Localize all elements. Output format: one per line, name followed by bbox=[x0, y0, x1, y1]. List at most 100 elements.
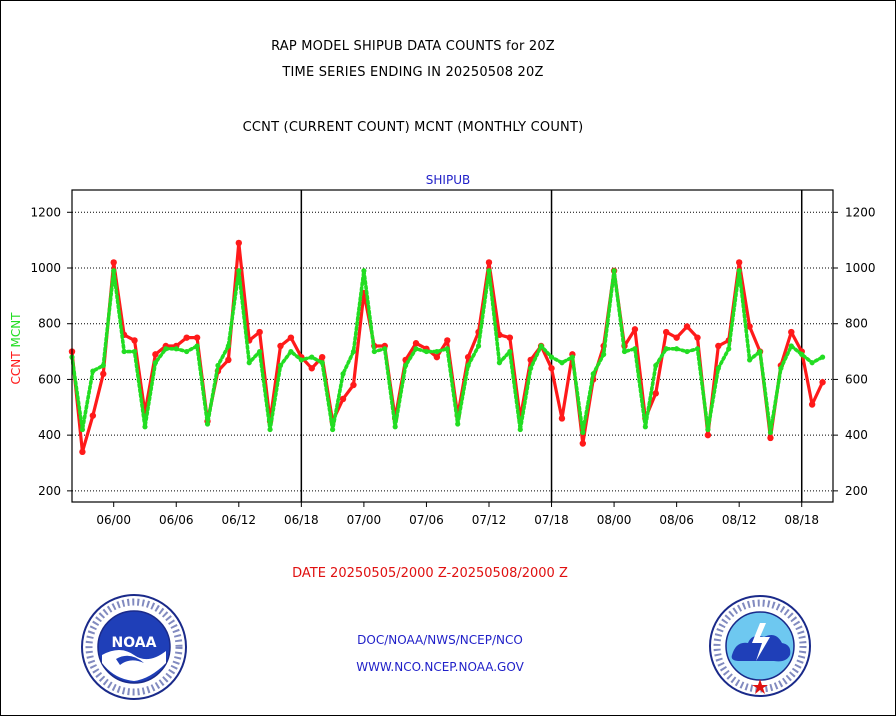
data-point-mcnt bbox=[184, 348, 190, 355]
data-point-mcnt bbox=[747, 357, 753, 363]
day-boundary-layer bbox=[300, 190, 803, 502]
data-point-mcnt bbox=[465, 362, 471, 369]
data-point-mcnt bbox=[319, 360, 325, 366]
noaa-logo-text: NOAA bbox=[112, 635, 157, 651]
data-point-ccnt bbox=[193, 334, 201, 341]
y-tick-label-left: 400 bbox=[38, 428, 61, 442]
data-point-mcnt bbox=[194, 343, 200, 349]
x-tick-label: 07/18 bbox=[534, 513, 569, 527]
data-point-mcnt bbox=[767, 429, 774, 435]
noaa-logo: NOAA bbox=[81, 594, 187, 700]
data-point-mcnt bbox=[298, 357, 304, 363]
data-point-ccnt bbox=[819, 379, 826, 386]
data-point-ccnt bbox=[433, 353, 441, 361]
data-point-mcnt bbox=[100, 362, 106, 369]
date-range-label: DATE 20250505/2000 Z-20250508/2000 Z bbox=[292, 566, 568, 581]
data-point-mcnt bbox=[778, 365, 784, 371]
data-point-mcnt bbox=[173, 346, 179, 352]
y-axis-label-ccnt: CCNT bbox=[9, 351, 23, 385]
y-tick-label-left: 1000 bbox=[30, 261, 61, 275]
legend-description: CCNT (CURRENT COUNT) MCNT (MONTHLY COUNT… bbox=[242, 120, 584, 135]
data-point-ccnt bbox=[673, 334, 680, 341]
website-label: WWW.NCO.NCEP.NOAA.GOV bbox=[356, 660, 524, 674]
agency-label: DOC/NOAA/NWS/NCEP/NCO bbox=[357, 633, 523, 647]
series-layer bbox=[68, 239, 826, 456]
data-point-ccnt bbox=[287, 334, 295, 341]
data-point-mcnt bbox=[684, 348, 690, 355]
data-point-mcnt bbox=[736, 268, 742, 274]
data-point-mcnt bbox=[632, 346, 638, 352]
data-point-mcnt bbox=[350, 348, 357, 355]
data-point-mcnt bbox=[559, 360, 565, 366]
data-point-mcnt bbox=[434, 348, 440, 355]
x-tick-label: 07/06 bbox=[409, 513, 444, 527]
data-point-mcnt bbox=[121, 348, 127, 355]
data-point-mcnt bbox=[413, 346, 419, 352]
title-line-1: RAP MODEL SHIPUB DATA COUNTS for 20Z bbox=[271, 39, 555, 54]
data-point-mcnt bbox=[569, 354, 575, 360]
data-point-ccnt bbox=[152, 351, 159, 358]
data-point-mcnt bbox=[590, 371, 596, 377]
data-point-mcnt bbox=[528, 365, 534, 371]
data-point-mcnt bbox=[288, 348, 294, 355]
x-tick-label: 08/06 bbox=[659, 513, 694, 527]
y-tick-label-right: 1000 bbox=[845, 261, 876, 275]
data-point-ccnt bbox=[788, 328, 795, 336]
data-point-ccnt bbox=[110, 259, 117, 266]
data-point-mcnt bbox=[423, 348, 430, 355]
nws-logo bbox=[709, 595, 811, 697]
x-tick-label: 06/12 bbox=[221, 513, 256, 527]
data-point-mcnt bbox=[225, 343, 231, 349]
data-point-mcnt bbox=[726, 346, 732, 352]
tick-layer: 200 200 400 400 600 600 800 800 1000 1000 1200 1200… bbox=[30, 205, 875, 527]
data-point-mcnt bbox=[131, 348, 138, 355]
data-point-mcnt bbox=[642, 424, 648, 430]
data-point-ccnt bbox=[485, 259, 493, 266]
data-point-ccnt bbox=[308, 365, 315, 372]
data-point-mcnt bbox=[309, 354, 315, 360]
data-point-mcnt bbox=[111, 268, 117, 274]
y-tick-label-right: 600 bbox=[845, 372, 868, 386]
data-point-ccnt bbox=[652, 390, 659, 397]
data-point-ccnt bbox=[694, 334, 701, 341]
x-tick-label: 07/00 bbox=[347, 513, 382, 527]
x-tick-label: 06/18 bbox=[284, 513, 319, 527]
y-tick-label-left: 600 bbox=[38, 372, 61, 386]
data-point-ccnt bbox=[579, 440, 587, 447]
data-point-ccnt bbox=[277, 342, 284, 350]
data-point-ccnt bbox=[79, 448, 86, 456]
data-point-ccnt bbox=[631, 326, 639, 333]
data-point-ccnt bbox=[256, 328, 263, 336]
data-point-mcnt bbox=[674, 346, 680, 352]
data-point-mcnt bbox=[788, 343, 794, 349]
data-point-mcnt bbox=[715, 365, 721, 371]
y-tick-label-right: 400 bbox=[845, 428, 868, 442]
data-point-mcnt bbox=[486, 268, 492, 274]
x-tick-label: 08/00 bbox=[597, 513, 632, 527]
data-point-ccnt bbox=[318, 353, 326, 361]
data-point-mcnt bbox=[496, 360, 503, 366]
data-point-mcnt bbox=[444, 346, 450, 352]
data-point-mcnt bbox=[611, 268, 617, 274]
data-point-mcnt bbox=[361, 268, 367, 274]
data-point-ccnt bbox=[663, 328, 670, 336]
data-point-mcnt bbox=[548, 354, 555, 360]
data-point-mcnt bbox=[621, 348, 628, 355]
data-point-mcnt bbox=[507, 348, 513, 355]
y-tick-label-left: 800 bbox=[38, 317, 61, 331]
data-point-mcnt bbox=[340, 371, 346, 377]
data-point-ccnt bbox=[183, 334, 190, 341]
x-tick-label: 08/18 bbox=[784, 513, 819, 527]
data-point-ccnt bbox=[225, 356, 232, 364]
data-point-ccnt bbox=[715, 342, 722, 350]
data-point-mcnt bbox=[799, 351, 805, 357]
plot-area-frame bbox=[71, 189, 834, 503]
data-point-mcnt bbox=[382, 346, 388, 352]
y-tick-label-left: 200 bbox=[38, 484, 61, 498]
y-tick-label-right: 800 bbox=[845, 317, 868, 331]
y-tick-label-right: 1200 bbox=[845, 205, 876, 219]
data-point-mcnt bbox=[757, 348, 763, 355]
y-tick-label-right: 200 bbox=[845, 484, 868, 498]
y-tick-label-left: 1200 bbox=[30, 205, 61, 219]
data-point-ccnt bbox=[808, 401, 816, 408]
